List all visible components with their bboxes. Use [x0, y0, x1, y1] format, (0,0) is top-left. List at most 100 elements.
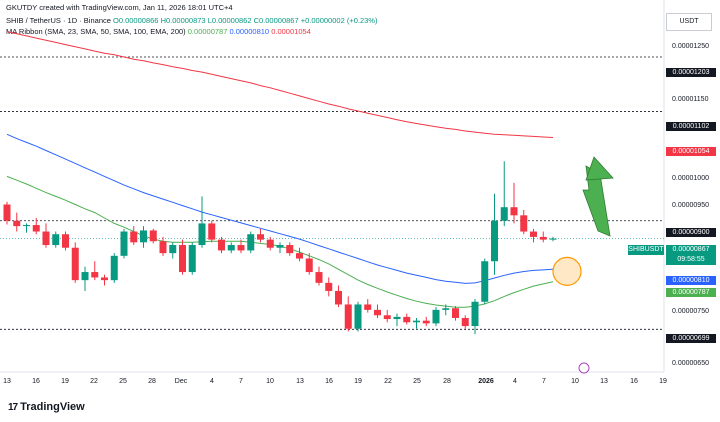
x-axis-label: 16: [325, 378, 333, 385]
candle-body: [315, 272, 323, 283]
level-tag-900: 0.00000900: [666, 228, 716, 237]
x-axis-label: 28: [148, 378, 156, 385]
ma23-line: [6, 175, 554, 308]
candle-body: [510, 207, 518, 216]
candle-body: [325, 282, 333, 291]
ma50-tag: 0.00000810: [666, 276, 716, 285]
x-axis-label: 13: [3, 378, 11, 385]
y-axis-label: 0.00000750: [672, 308, 709, 315]
tradingview-logo[interactable]: 17 TradingView: [8, 401, 85, 413]
ohlc-change: +0.00000002 (+0.23%): [300, 16, 378, 25]
highlight-circle: [552, 256, 582, 286]
ma200-tag: 0.00001054: [666, 147, 716, 156]
ma23-value: 0.00000787: [187, 27, 228, 36]
candle-body: [81, 272, 89, 281]
candle-body: [110, 255, 118, 281]
tradingview-logo-icon: 17: [8, 401, 18, 413]
ma23-tag: 0.00000787: [666, 288, 716, 297]
x-axis-label: 16: [630, 378, 638, 385]
candle-body: [3, 204, 11, 221]
candle-body: [461, 317, 469, 327]
ma-ribbon-title: MA Ribbon (SMA, 23, SMA, 50, SMA, 100, E…: [6, 27, 186, 36]
candle-body: [91, 272, 99, 278]
x-axis-label: 13: [600, 378, 608, 385]
candle-body: [442, 308, 450, 310]
candle-body: [393, 316, 401, 320]
candle-body: [32, 225, 40, 232]
candle-body: [120, 231, 128, 256]
candle-body: [286, 245, 294, 254]
up-arrow-head: [585, 156, 614, 181]
created-line: GKUTDY created with TradingView.com, Jan…: [6, 3, 233, 12]
candle-body: [471, 301, 479, 327]
ma-ribbon-legend[interactable]: MA Ribbon (SMA, 23, SMA, 50, SMA, 100, E…: [6, 27, 311, 36]
candle-body: [13, 220, 21, 227]
x-axis-label: 4: [513, 378, 517, 385]
candle-body: [140, 230, 147, 243]
ma200-line: [6, 31, 554, 138]
x-axis-label: 10: [266, 378, 274, 385]
x-axis-label: 13: [296, 378, 304, 385]
symbol-name[interactable]: SHIB / TetherUS · 1D · Binance: [6, 16, 111, 25]
candle-body: [549, 238, 557, 240]
candle-body: [247, 234, 255, 251]
x-axis-label: 19: [659, 378, 667, 385]
x-axis-label: 28: [443, 378, 451, 385]
ohlc-low: L0.00000862: [207, 16, 252, 25]
ma50-line: [6, 133, 554, 284]
candle-body: [130, 231, 138, 243]
x-axis-label: 16: [32, 378, 40, 385]
x-axis-label: 25: [413, 378, 421, 385]
candle-body: [530, 231, 537, 237]
candle-body: [179, 245, 186, 273]
candle-body: [344, 304, 352, 329]
candle-body: [257, 234, 264, 240]
x-axis-label: 19: [354, 378, 362, 385]
bar-countdown: 09:58:55: [677, 256, 705, 263]
candle-body: [354, 304, 362, 329]
candle-body: [296, 253, 303, 259]
y-axis-label: 0.00001000: [672, 175, 709, 182]
currency-selector[interactable]: USDT: [666, 13, 712, 31]
x-axis-label: 7: [542, 378, 546, 385]
candle-body: [413, 320, 420, 323]
level-tag-1203: 0.00001203: [666, 68, 716, 77]
candle-body: [432, 309, 440, 324]
candle-body: [305, 258, 313, 273]
candle-body: [227, 245, 235, 251]
ticker-tag: SHIBUSDT: [628, 245, 664, 255]
candle-body: [422, 320, 430, 324]
candle-body: [188, 245, 196, 273]
x-axis-label: 10: [571, 378, 579, 385]
candle-body: [383, 315, 391, 320]
x-axis-label: Dec: [174, 378, 188, 385]
ma50-value: 0.00000810: [229, 27, 270, 36]
candle-body: [62, 234, 69, 248]
candle-body: [520, 215, 528, 232]
tradingview-logo-text: TradingView: [20, 401, 85, 413]
y-axis-label: 0.00001250: [672, 43, 709, 50]
candle-body: [500, 207, 508, 221]
candle-body: [481, 261, 489, 302]
x-axis-label: 22: [90, 378, 98, 385]
candle-body: [335, 290, 342, 305]
candle-body: [403, 316, 411, 323]
candle-body: [452, 308, 459, 318]
ohlc-open: O0.00000866: [113, 16, 159, 25]
candle-body: [491, 220, 498, 262]
y-axis-label: 0.00001150: [672, 96, 709, 103]
event-marker: [578, 362, 590, 374]
candle-body: [71, 247, 79, 281]
candle-body: [42, 231, 50, 246]
candle-body: [364, 304, 372, 310]
symbol-legend: SHIB / TetherUS · 1D · Binance O0.000008…: [6, 16, 377, 25]
candle-body: [374, 309, 381, 316]
candle-body: [169, 245, 177, 254]
x-axis-label: 7: [239, 378, 243, 385]
x-axis-label: 2026: [478, 378, 494, 385]
last-price: 0.00000867: [672, 246, 710, 253]
x-axis-label: 22: [384, 378, 392, 385]
level-tag-1102: 0.00001102: [666, 122, 716, 131]
candle-body: [208, 223, 216, 240]
